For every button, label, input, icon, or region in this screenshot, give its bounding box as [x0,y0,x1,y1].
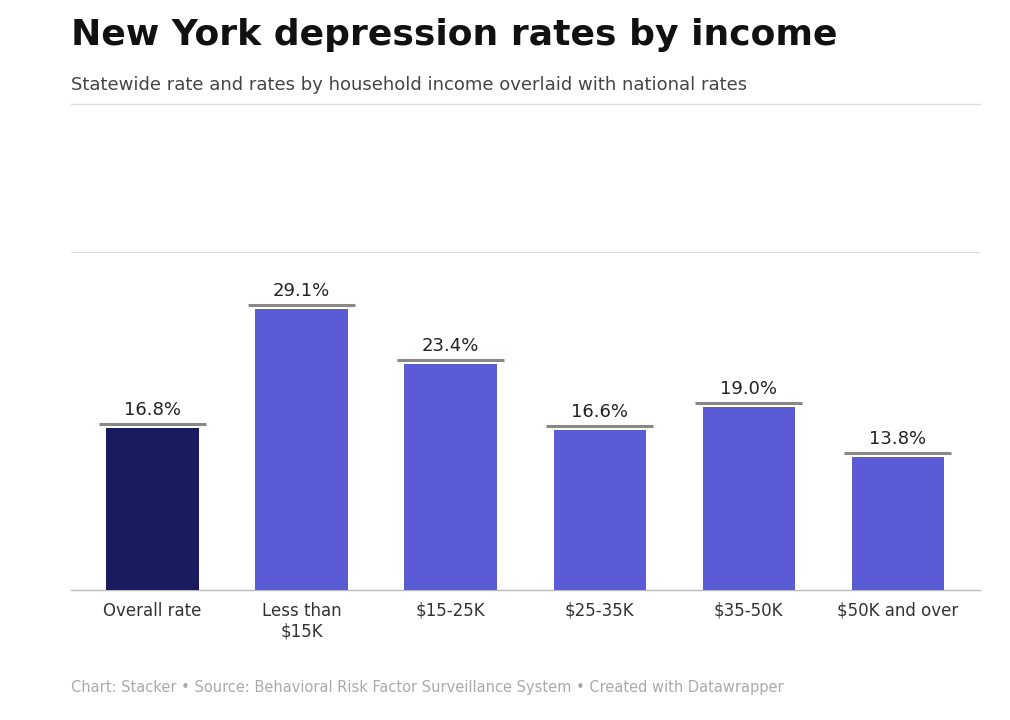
Text: Chart: Stacker • Source: Behavioral Risk Factor Surveillance System • Created wi: Chart: Stacker • Source: Behavioral Risk… [71,680,784,695]
Text: 16.8%: 16.8% [124,401,181,419]
Bar [256,309,347,590]
Bar [703,407,795,590]
Bar [851,457,944,590]
Text: 16.6%: 16.6% [572,403,628,421]
Text: 29.1%: 29.1% [273,282,330,300]
Text: 23.4%: 23.4% [422,338,480,356]
Text: 13.8%: 13.8% [870,431,926,449]
Bar [106,428,199,590]
Text: New York depression rates by income: New York depression rates by income [71,18,837,52]
Bar [404,364,497,590]
Bar [553,430,646,590]
Text: 19.0%: 19.0% [720,380,778,398]
Text: Statewide rate and rates by household income overlaid with national rates: Statewide rate and rates by household in… [71,76,746,94]
